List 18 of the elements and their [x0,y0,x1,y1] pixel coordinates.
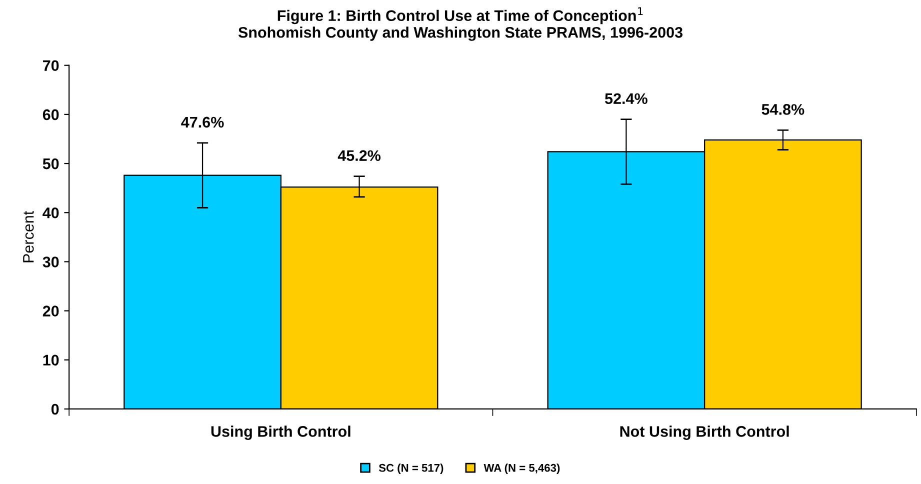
legend-label: SC (N = 517) [378,464,444,474]
data-label: 47.6% [181,116,224,128]
y-axis-title: Percent [23,210,34,262]
y-tick-label: 30 [42,256,59,268]
data-label: 52.4% [605,93,648,104]
chart-title: Figure 1: Birth Control Use at Time of Conception$^{1}$ Snohomish County and Washington State PRAMS, 1996-2003 [238,7,683,41]
y-tick-label: 0 [51,404,59,415]
y-tick-label: 20 [42,306,59,316]
legend-label: WA (N = 5,463) [484,464,560,474]
x-tick-label: Using Birth Control [211,426,350,440]
y-tick-label: 60 [42,109,59,120]
data-label: 54.8% [762,104,804,115]
y-tick-label: 50 [42,158,59,170]
y-tick-label: 10 [43,354,59,366]
data-label: 45.2% [338,150,381,161]
y-tick-label: 70 [43,60,59,72]
y-tick-label: 40 [42,207,59,218]
x-tick-label: Not Using Birth Control [620,426,789,440]
